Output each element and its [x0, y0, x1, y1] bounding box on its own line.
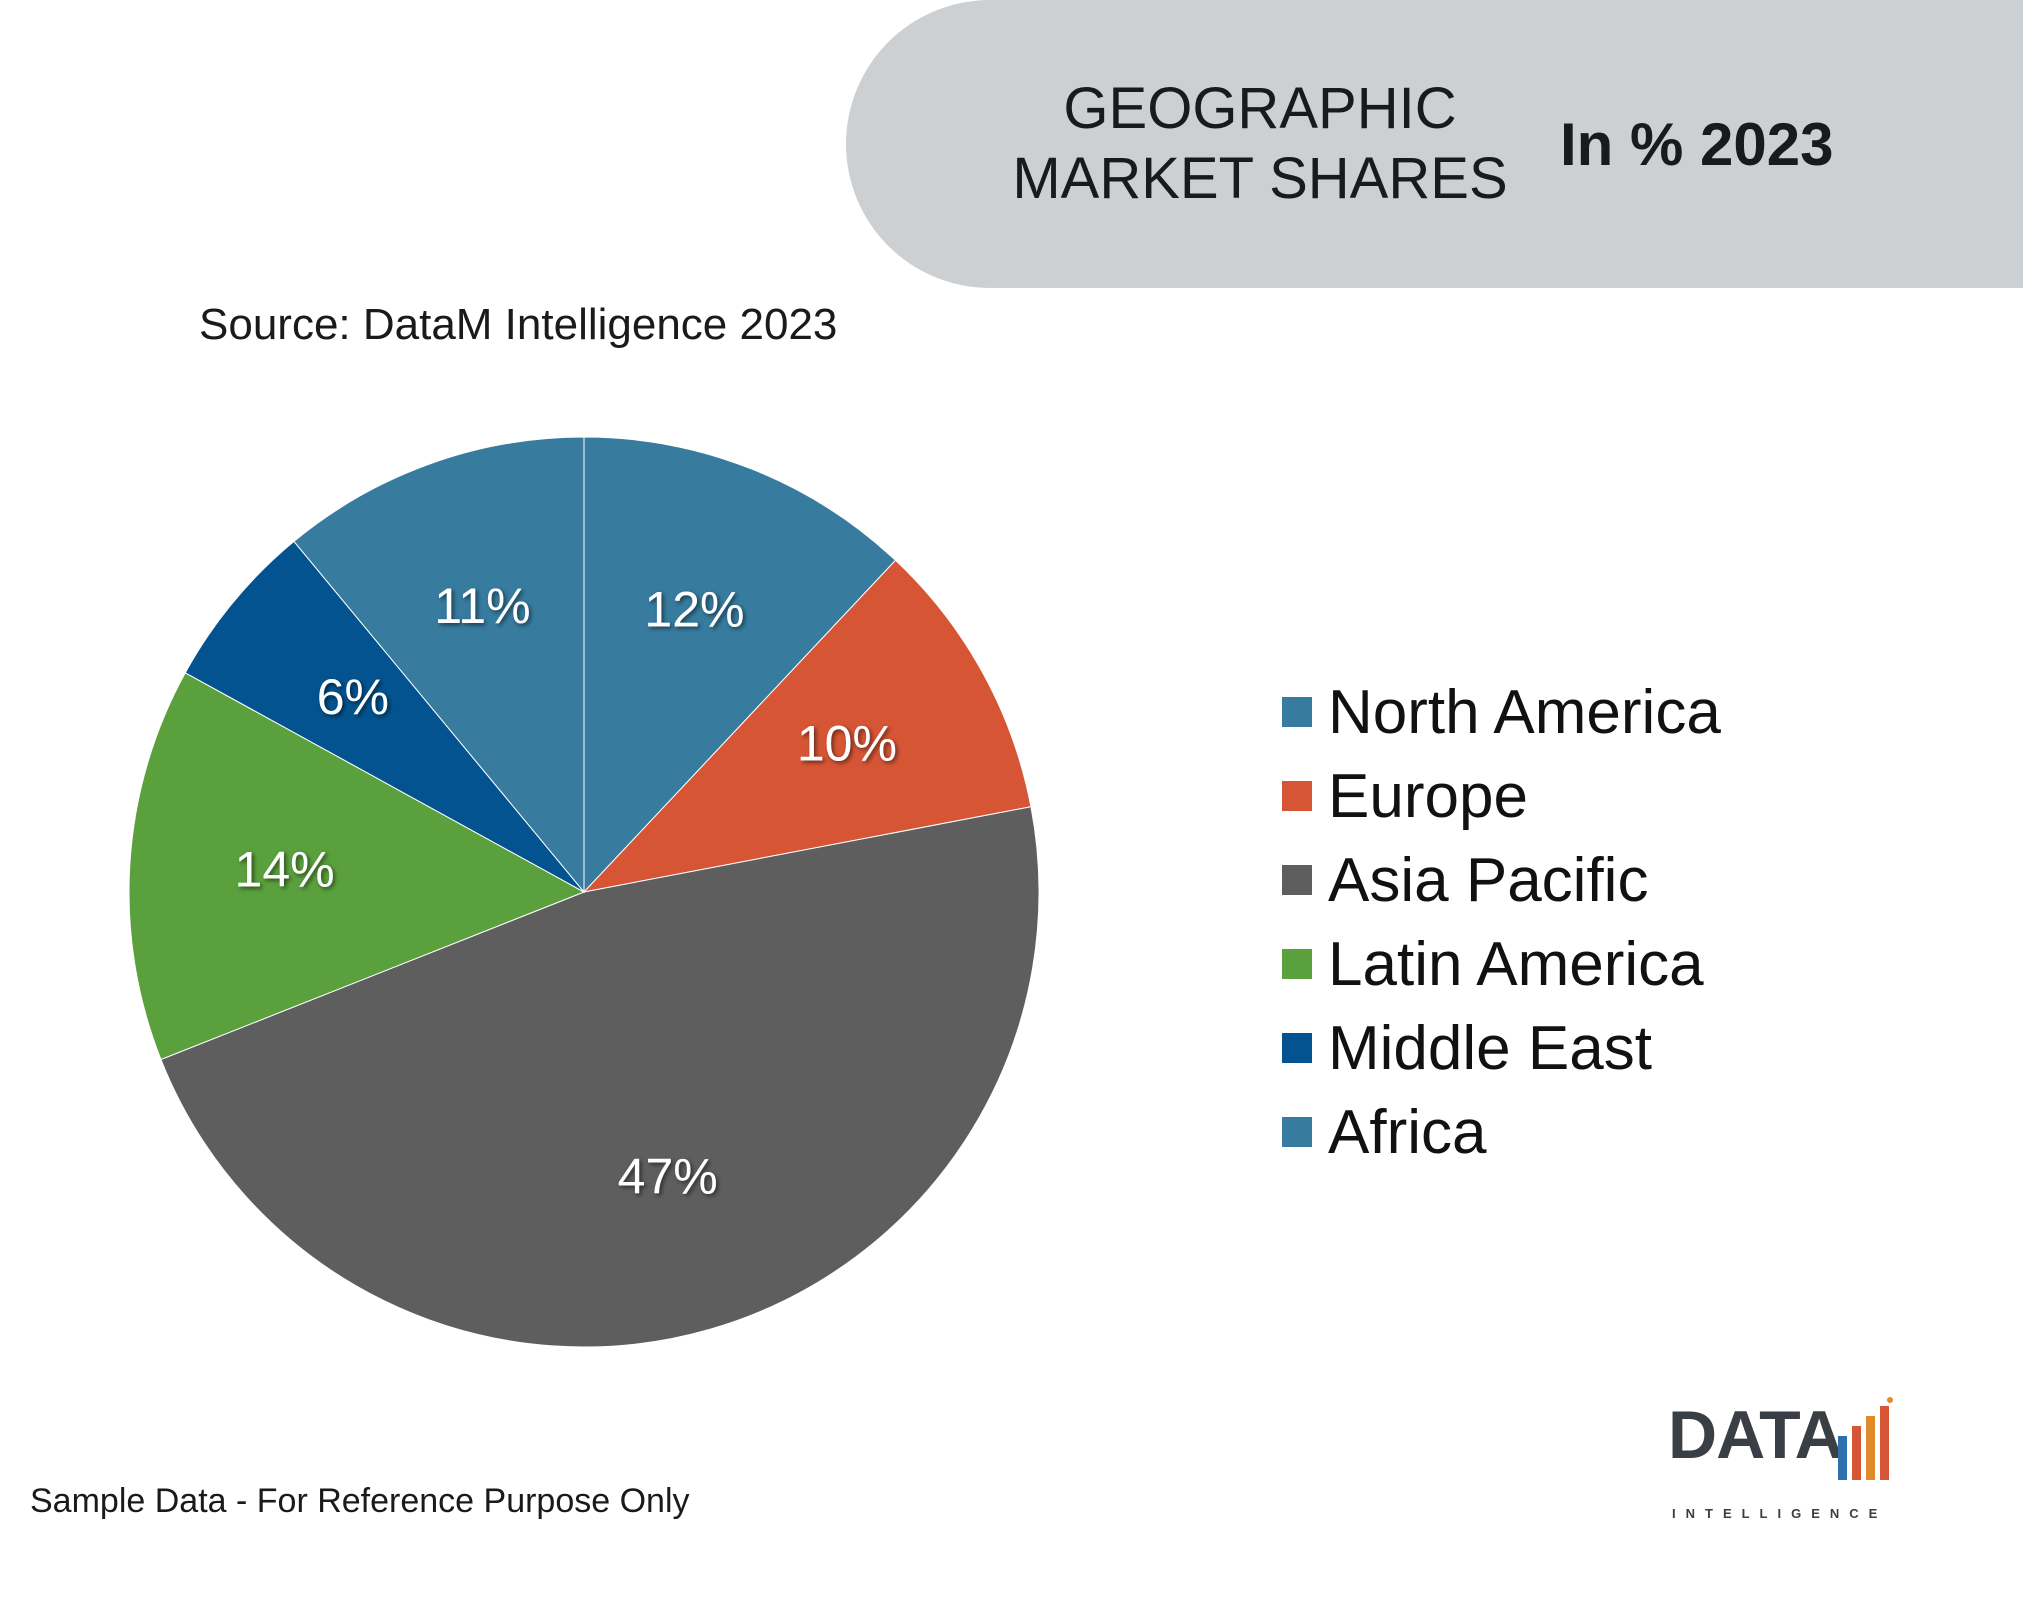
- pie-slice-latin-america: [128, 672, 586, 1061]
- pie-data-labels: 12% 10% 47% 14% 6% 11%: [235, 578, 897, 1204]
- legend-label: Latin America: [1328, 929, 1704, 999]
- legend-item-europe: Europe: [1282, 754, 1721, 838]
- legend-label: Asia Pacific: [1328, 845, 1649, 915]
- chart-title: GEOGRAPHIC MARKET SHARES: [990, 74, 1530, 214]
- pie-slice-north-america: [583, 436, 897, 894]
- pie-slice-asia-pacific: [160, 806, 1040, 1348]
- legend-item-north-america: North America: [1282, 670, 1721, 754]
- logo-subtext: INTELLIGENCE: [1672, 1506, 1888, 1521]
- data-label-north-america: 12%: [644, 581, 744, 637]
- pie-slice-africa: [293, 436, 585, 894]
- legend-item-middle-east: Middle East: [1282, 1006, 1721, 1090]
- data-label-africa: 11%: [434, 578, 530, 634]
- source-note: Source: DataM Intelligence 2023: [199, 300, 838, 349]
- chart-title-line-2: MARKET SHARES: [1012, 146, 1508, 211]
- legend-label: Africa: [1328, 1097, 1487, 1167]
- legend-label: Middle East: [1328, 1013, 1652, 1083]
- chart-subtitle: In % 2023: [1560, 111, 1834, 178]
- pie-slice-middle-east: [184, 540, 585, 893]
- header-banner: [846, 0, 2023, 288]
- legend-swatch: [1282, 697, 1312, 727]
- pie-slice-europe: [582, 559, 1032, 893]
- legend-label: Europe: [1328, 761, 1528, 831]
- logo-wordmark: DATA: [1668, 1397, 1844, 1473]
- data-label-latin-america: 14%: [235, 841, 335, 897]
- pie-slices: [128, 436, 1040, 1348]
- legend-item-asia-pacific: Asia Pacific: [1282, 838, 1721, 922]
- legend-item-latin-america: Latin America: [1282, 922, 1721, 1006]
- data-label-europe: 10%: [797, 716, 897, 772]
- data-label-middle-east: 6%: [317, 669, 389, 725]
- data-label-asia-pacific: 47%: [618, 1148, 718, 1204]
- chart-title-line-1: GEOGRAPHIC: [1063, 76, 1457, 141]
- legend-swatch: [1282, 781, 1312, 811]
- logo-bars-icon: [1838, 1397, 1893, 1480]
- legend-swatch: [1282, 865, 1312, 895]
- legend-swatch: [1282, 949, 1312, 979]
- legend-swatch: [1282, 1033, 1312, 1063]
- data-intelligence-logo: DATA INTELLIGENCE: [1668, 1396, 1898, 1526]
- legend-swatch: [1282, 1117, 1312, 1147]
- legend-item-africa: Africa: [1282, 1090, 1721, 1174]
- chart-legend: North America Europe Asia Pacific Latin Ame…: [1282, 670, 1721, 1174]
- legend-label: North America: [1328, 677, 1721, 747]
- footnote: Sample Data - For Reference Purpose Only: [30, 1482, 690, 1520]
